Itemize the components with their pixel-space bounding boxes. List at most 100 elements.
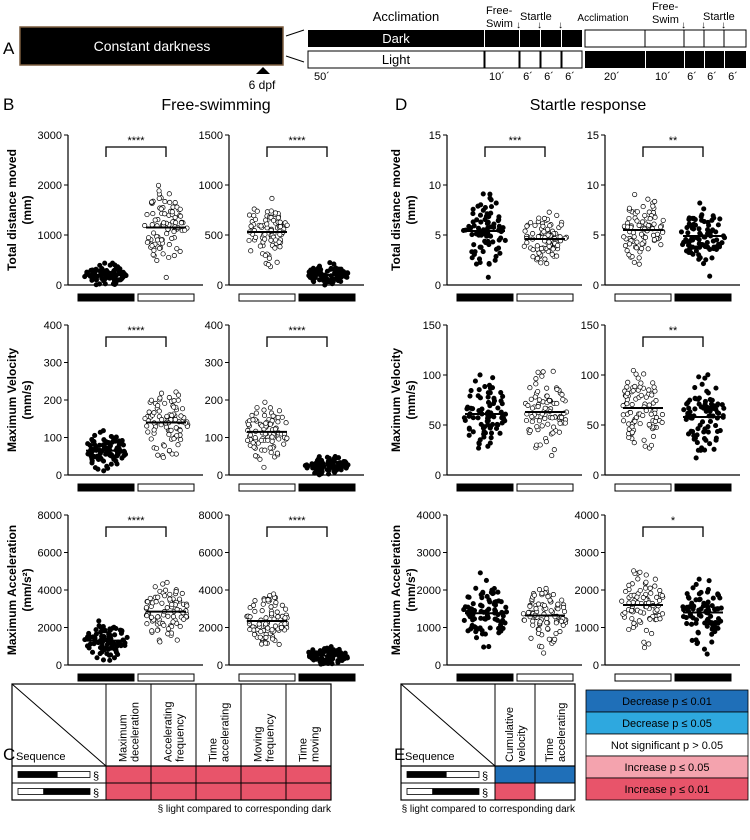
data-point (263, 640, 269, 646)
data-point (637, 421, 643, 427)
data-point (269, 195, 275, 201)
data-point (461, 415, 467, 421)
data-point (636, 222, 642, 228)
data-point (488, 430, 495, 436)
data-point (623, 588, 629, 595)
data-point (642, 585, 649, 591)
data-point (707, 418, 714, 424)
data-point (541, 229, 547, 235)
y-tick-label: 0 (56, 470, 62, 482)
data-point (479, 595, 485, 601)
data-point (250, 440, 256, 446)
data-point (480, 191, 486, 197)
duration-label: 6´ (687, 71, 697, 83)
y-tick-label: 4000 (417, 510, 441, 522)
data-point (651, 221, 657, 227)
data-point (156, 195, 162, 201)
panel-c-letter: C (3, 745, 15, 764)
data-point (551, 447, 557, 453)
data-point (156, 188, 162, 194)
data-point (648, 411, 654, 417)
data-point (324, 454, 330, 460)
data-point (528, 220, 534, 226)
data-point (148, 397, 154, 403)
scatter-chart: 0 1000 2000 3000 4000 Maximum Acceleration(mm… (389, 510, 582, 682)
data-point (284, 222, 290, 228)
corner-label: Sequence (405, 751, 455, 763)
data-point (159, 600, 165, 606)
data-point (461, 617, 467, 624)
data-point (85, 441, 91, 447)
column-header: Timeaccelerating (208, 703, 232, 762)
data-point (709, 639, 715, 645)
data-point (694, 440, 700, 446)
data-point (165, 613, 171, 619)
data-point (262, 447, 268, 453)
data-point (693, 581, 699, 588)
data-point (177, 248, 183, 254)
data-point (487, 403, 493, 409)
data-point (257, 243, 263, 249)
data-point (161, 622, 167, 628)
data-point (521, 617, 528, 623)
scatter-chart: 0 2000 4000 6000 8000 **** (199, 510, 364, 682)
data-point (177, 427, 183, 434)
data-point (184, 603, 190, 609)
data-point (635, 576, 641, 582)
data-point (492, 602, 499, 608)
data-point (546, 209, 552, 215)
data-point (543, 585, 549, 591)
data-point (178, 213, 184, 219)
startle-label-2: Startle (703, 11, 735, 23)
data-point (540, 223, 546, 229)
data-point (322, 282, 328, 288)
constant-darkness-label: Constant darkness (94, 38, 211, 54)
data-point (165, 626, 172, 632)
y-tick-label: 1000 (199, 180, 223, 192)
data-point (715, 222, 721, 228)
condition-bar-light (137, 293, 195, 302)
data-point (486, 260, 492, 267)
data-point (469, 625, 475, 631)
data-point (159, 390, 165, 396)
data-point (530, 231, 536, 237)
data-point (462, 604, 468, 610)
y-axis-label: Maximum Acceleration(mm/s²) (5, 525, 34, 655)
data-point (640, 204, 646, 210)
data-point (477, 244, 483, 250)
data-point (101, 468, 107, 474)
data-point (535, 403, 541, 410)
data-point (473, 635, 480, 641)
scatter-chart: 0 5 10 15 ** (587, 130, 740, 302)
data-point (160, 251, 166, 257)
data-point (536, 397, 542, 403)
data-point (159, 417, 165, 423)
data-point (544, 261, 550, 267)
data-point (532, 394, 538, 400)
data-point (267, 405, 273, 411)
data-point (156, 408, 162, 414)
data-point (265, 597, 271, 603)
data-point (550, 368, 556, 374)
data-point (107, 657, 113, 663)
data-point (166, 394, 172, 401)
y-tick-label: 1000 (417, 623, 441, 635)
data-point (651, 237, 657, 243)
data-point (528, 635, 534, 641)
data-point (166, 431, 172, 438)
data-point (711, 215, 717, 221)
data-point (680, 241, 686, 248)
data-point (643, 408, 649, 414)
data-point (497, 250, 503, 256)
data-point (252, 216, 259, 223)
data-point (89, 456, 95, 462)
data-point (106, 634, 112, 640)
sequence-bar-dark (407, 771, 447, 778)
data-point (178, 437, 184, 443)
data-point (699, 242, 705, 248)
data-point (478, 219, 484, 225)
data-point (169, 412, 175, 418)
data-point (691, 221, 697, 227)
data-point (470, 429, 476, 435)
data-point (702, 447, 708, 453)
